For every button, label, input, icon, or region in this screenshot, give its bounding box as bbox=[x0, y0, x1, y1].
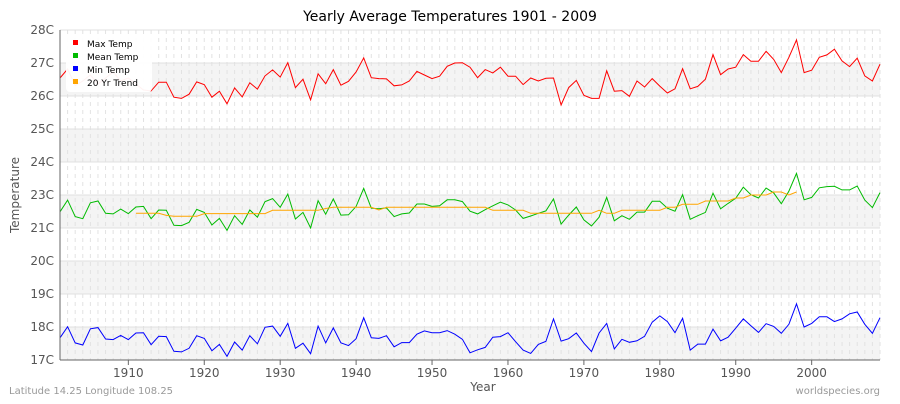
y-tick-label: 21C bbox=[30, 221, 54, 235]
x-tick-label: 1970 bbox=[569, 366, 600, 380]
legend: Max Temp Mean Temp Min Temp 20 Yr Trend bbox=[66, 34, 152, 92]
y-axis-label: Temperature bbox=[8, 157, 22, 234]
x-axis-label: Year bbox=[469, 380, 495, 394]
y-tick-label: 20C bbox=[30, 254, 54, 268]
y-tick-label: 19C bbox=[30, 287, 54, 301]
legend-label: Min Temp bbox=[87, 66, 130, 76]
chart-title: Yearly Average Temperatures 1901 - 2009 bbox=[302, 9, 597, 25]
footer-credit[interactable]: worldspecies.org bbox=[796, 386, 880, 397]
legend-swatch bbox=[73, 53, 78, 58]
x-tick-label: 1910 bbox=[113, 366, 144, 380]
legend-label: Max Temp bbox=[87, 40, 133, 50]
legend-label: 20 Yr Trend bbox=[87, 79, 138, 89]
x-tick-label: 1940 bbox=[341, 366, 372, 380]
x-tick-label: 1980 bbox=[645, 366, 676, 380]
x-tick-label: 1930 bbox=[265, 366, 296, 380]
x-tick-label: 2000 bbox=[796, 366, 827, 380]
x-tick-label: 1990 bbox=[720, 366, 751, 380]
series-line-min-temp bbox=[59, 302, 881, 358]
x-tick-label: 1920 bbox=[189, 366, 220, 380]
legend-box bbox=[66, 34, 152, 92]
legend-swatch bbox=[73, 40, 78, 45]
legend-swatch bbox=[73, 79, 78, 84]
x-tick-label: 1950 bbox=[417, 366, 448, 380]
y-tick-label: 25C bbox=[30, 122, 54, 136]
y-tick-label: 17C bbox=[30, 353, 54, 367]
series-line-mean-temp bbox=[59, 171, 881, 232]
footer-location: Latitude 14.25 Longitude 108.25 bbox=[9, 386, 173, 397]
series-line-max-temp bbox=[59, 38, 881, 107]
y-tick-label: 26C bbox=[30, 89, 54, 103]
series-line-20-yr-trend bbox=[135, 191, 797, 217]
y-tick-label: 18C bbox=[30, 320, 54, 334]
legend-label: Mean Temp bbox=[87, 53, 139, 63]
y-tick-label: 24C bbox=[30, 155, 54, 169]
x-tick-label: 1960 bbox=[493, 366, 524, 380]
y-tick-label: 23C bbox=[30, 188, 54, 202]
y-tick-label: 28C bbox=[30, 23, 54, 37]
y-tick-label: 27C bbox=[30, 56, 54, 70]
legend-swatch bbox=[73, 66, 78, 71]
